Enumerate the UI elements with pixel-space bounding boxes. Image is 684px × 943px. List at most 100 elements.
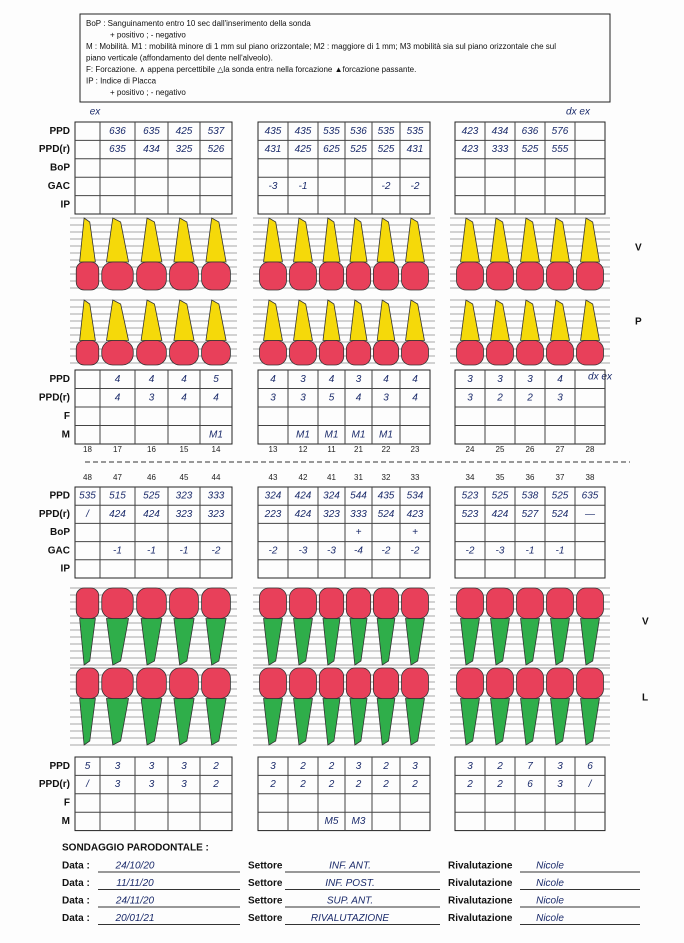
row-label: GAC xyxy=(48,545,70,556)
cell-value: 3 xyxy=(412,761,418,772)
tooth-crown xyxy=(75,261,100,291)
cell-value: 3 xyxy=(383,392,389,403)
field-label: Rivalutazione xyxy=(448,896,513,907)
cell-value: 3 xyxy=(270,392,276,403)
cell-value: 434 xyxy=(492,126,509,137)
cell-value: 535 xyxy=(378,126,395,137)
cell-value: 435 xyxy=(265,126,282,137)
note: dx ex xyxy=(566,107,591,118)
tooth-number: 26 xyxy=(526,445,535,454)
tooth-crown xyxy=(289,667,317,699)
tooth-number: 37 xyxy=(556,473,565,482)
tooth-crown xyxy=(201,587,231,619)
field-value: SUP. ANT. xyxy=(327,896,373,907)
row-label: PPD xyxy=(49,374,70,385)
tooth-crown xyxy=(289,340,317,366)
tooth-number: 21 xyxy=(354,445,363,454)
cell-value: -3 xyxy=(496,545,505,556)
cell-value: 525 xyxy=(522,144,539,155)
tooth-number: 48 xyxy=(83,473,92,482)
cell-value: 333 xyxy=(492,144,509,155)
tooth-crown xyxy=(201,261,231,291)
note: ex xyxy=(90,107,102,118)
tooth-crown xyxy=(259,587,287,619)
legend-line: piano verticale (affondamento del dente … xyxy=(86,54,273,63)
tooth-crown xyxy=(169,340,199,366)
tooth-crown xyxy=(318,667,345,699)
cell-value: 535 xyxy=(407,126,424,137)
legend-line: IP : Indice di Placca xyxy=(86,77,157,86)
cell-value: 523 xyxy=(462,509,479,520)
cell-value: + xyxy=(356,527,362,538)
cell-value: 3 xyxy=(115,779,121,790)
tooth-crown xyxy=(101,340,134,366)
tooth-crown xyxy=(318,587,345,619)
tooth-crown xyxy=(75,667,100,699)
cell-value: 6 xyxy=(527,779,533,790)
tooth-crown xyxy=(345,667,372,699)
tooth-number: 28 xyxy=(586,445,595,454)
cell-value: 527 xyxy=(522,509,539,520)
tooth-number: 25 xyxy=(496,445,505,454)
cell-value: -3 xyxy=(269,181,278,192)
cell-value: 223 xyxy=(264,509,282,520)
tooth-number: 34 xyxy=(466,473,475,482)
cell-value: -1 xyxy=(113,545,122,556)
grid xyxy=(454,486,606,579)
field-value: Nicole xyxy=(536,913,564,924)
tooth-number: 22 xyxy=(382,445,391,454)
row-label: IP xyxy=(61,199,71,210)
cell-value: 6 xyxy=(587,761,593,772)
field-value: INF. POST. xyxy=(325,878,374,889)
row-label: F xyxy=(64,798,70,809)
cell-value: 4 xyxy=(149,374,155,385)
cell-value: 4 xyxy=(270,374,276,385)
row-label: PPD xyxy=(49,491,70,502)
cell-value: 325 xyxy=(176,144,193,155)
legend-line: + positivo ; - negativo xyxy=(110,31,186,40)
row-label: M xyxy=(62,816,70,827)
tooth-crown xyxy=(259,340,287,366)
cell-value: 5 xyxy=(329,392,335,403)
field-value: Nicole xyxy=(536,896,564,907)
cell-value: M1 xyxy=(352,429,366,440)
cell-value: -1 xyxy=(299,181,308,192)
cell-value: 3 xyxy=(181,779,187,790)
cell-value: -2 xyxy=(212,545,221,556)
tooth-crown xyxy=(576,261,604,291)
tooth-crown xyxy=(101,587,134,619)
cell-value: 576 xyxy=(552,126,569,137)
cell-value: 425 xyxy=(295,144,312,155)
tooth-crown xyxy=(372,261,399,291)
tooth-crown xyxy=(289,587,317,619)
field-label: Data : xyxy=(62,896,90,907)
cell-value: -3 xyxy=(327,545,336,556)
tooth-crown xyxy=(101,667,134,699)
tooth-crown xyxy=(289,261,317,291)
cell-value: 2 xyxy=(328,761,335,772)
cell-value: 625 xyxy=(323,144,340,155)
cell-value: 2 xyxy=(526,392,533,403)
cell-value: 3 xyxy=(181,761,187,772)
cell-value: M5 xyxy=(325,816,339,827)
cell-value: 2 xyxy=(496,779,503,790)
tooth-crown xyxy=(401,340,429,366)
cell-value: 2 xyxy=(269,779,276,790)
tooth-crown xyxy=(136,667,167,699)
tooth-crown xyxy=(456,587,484,619)
cell-value: 535 xyxy=(79,491,96,502)
cell-value: M1 xyxy=(296,429,310,440)
cell-value: 525 xyxy=(350,144,367,155)
cell-value: 635 xyxy=(109,144,126,155)
tooth-number: 12 xyxy=(299,445,308,454)
cell-value: 2 xyxy=(212,761,219,772)
tooth-number: 32 xyxy=(382,473,391,482)
tooth-crown xyxy=(201,667,231,699)
cell-value: 2 xyxy=(212,779,219,790)
cell-value: 2 xyxy=(328,779,335,790)
tooth-number: 45 xyxy=(180,473,189,482)
tooth-crown xyxy=(456,340,484,366)
tooth-crown xyxy=(516,587,544,619)
cell-value: 4 xyxy=(557,374,563,385)
